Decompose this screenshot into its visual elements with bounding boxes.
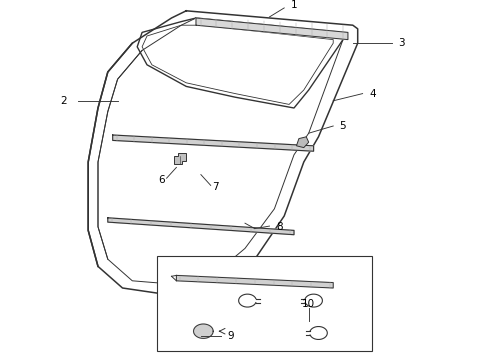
- Polygon shape: [113, 135, 314, 151]
- Polygon shape: [108, 218, 294, 235]
- Polygon shape: [196, 18, 348, 40]
- Text: 3: 3: [398, 38, 405, 48]
- Text: 4: 4: [369, 89, 376, 99]
- Text: 6: 6: [158, 175, 165, 185]
- Text: 7: 7: [212, 182, 219, 192]
- Text: 5: 5: [340, 121, 346, 131]
- Text: 1: 1: [291, 0, 297, 10]
- Polygon shape: [296, 137, 309, 148]
- Text: 8: 8: [276, 222, 283, 232]
- Polygon shape: [174, 153, 186, 164]
- Polygon shape: [194, 324, 213, 338]
- Text: 9: 9: [227, 330, 234, 341]
- Text: 2: 2: [60, 96, 67, 106]
- Bar: [157, 256, 372, 351]
- Polygon shape: [176, 275, 333, 288]
- Text: 10: 10: [302, 299, 315, 309]
